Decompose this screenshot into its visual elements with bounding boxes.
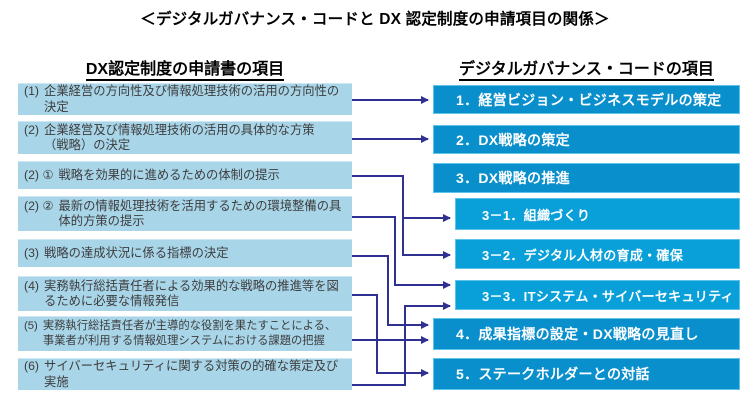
left-item-8-text: サイバーセキュリティに関する対策の的確な策定及び実施 (44, 359, 339, 389)
left-item-2-number: (2) (24, 122, 40, 137)
right-item-3-label: 3．DX戦略の推進 (456, 170, 570, 186)
right-item-3-box: 3．DX戦略の推進 (433, 163, 740, 193)
left-item-6-number: (4) (24, 278, 40, 293)
left-item-8-number: (6) (24, 359, 40, 373)
right-item-3-2-label: 3－2．デジタル人材の育成・確保 (482, 247, 683, 263)
connector-(2)②-to-3-3 (352, 216, 451, 289)
right-item-5-label: 5．ステークホルダーとの対話 (456, 366, 650, 382)
right-item-3-1-box: 3－1．組織づくり (455, 198, 740, 230)
left-item-7-number: (5) (24, 319, 38, 332)
left-item-8-box: (6) サイバーセキュリティに関する対策の的確な策定及び実施 (18, 358, 352, 390)
right-item-3-2-box: 3－2．デジタル人材の育成・確保 (455, 239, 740, 269)
left-item-3-box: (2) ① 戦略を効果的に進めるための体制の提示 (18, 161, 352, 189)
right-item-2-box: 2．DX戦略の策定 (433, 125, 740, 154)
right-column-header: デジタルガバナンス・コードの項目 (433, 55, 740, 81)
left-item-6-text: 実務執行総括責任者による効果的な戦略の推進等を図 るために必要な情報発信 (44, 278, 339, 309)
right-item-3-3-box: 3－3．ITシステム・サイバーセキュリティ (455, 280, 740, 310)
right-item-4-box: 4．成果指標の設定・DX戦略の見直し (433, 318, 740, 350)
left-item-2-box: (2) 企業経営及び情報処理技術の活用の具体的な方策 （戦略）の決定 (18, 121, 352, 154)
left-item-4-text: 最新の情報処理技術を活用するための環境整備の具 体的方策の提示 (58, 198, 342, 229)
right-item-5-box: 5．ステークホルダーとの対話 (433, 358, 740, 390)
connector-(4)-to-5 (352, 294, 429, 377)
left-item-7-box: (5) 実務執行総括責任者が主導的な役割を果たすことによる、 事業者が利用する情報… (18, 316, 352, 351)
left-item-5-box: (3) 戦略の達成状況に係る指標の決定 (18, 239, 352, 267)
diagram-title: ＜デジタルガバナンス・コードと DX 認定制度の申請項目の関係＞ (140, 11, 610, 28)
right-item-1-label: 1．経営ビジョン・ビジネスモデルの策定 (456, 91, 722, 108)
left-item-5-text: 戦略の達成状況に係る指標の決定 (44, 245, 229, 260)
left-item-1-number: (1) (24, 84, 40, 98)
right-item-3-1-label: 3－1．組織づくり (482, 207, 591, 223)
left-item-2-text: 企業経営及び情報処理技術の活用の具体的な方策 （戦略）の決定 (44, 122, 315, 153)
left-item-7-text: 実務執行総括責任者が主導的な役割を果たすことによる、 事業者が利用する情報処理シ… (42, 319, 337, 348)
right-item-3-3-label: 3－3．ITシステム・サイバーセキュリティ (482, 288, 734, 304)
connector-(2)①-to-3-2 (402, 218, 451, 259)
connector-(3)-to-4 (352, 255, 429, 329)
left-column-header: DX認定制度の申請書の項目 (18, 55, 352, 81)
right-item-4-label: 4．成果指標の設定・DX戦略の見直し (456, 326, 699, 342)
left-item-3-number: (2) ① (24, 167, 54, 182)
right-item-1-box: 1．経営ビジョン・ビジネスモデルの策定 (433, 85, 740, 114)
left-item-4-box: (2) ② 最新の情報処理技術を活用するための環境整備の具 体的方策の提示 (18, 196, 352, 231)
left-item-5-number: (3) (24, 245, 40, 260)
left-item-6-box: (4) 実務執行総括責任者による効果的な戦略の推進等を図 るために必要な情報発信 (18, 276, 352, 311)
left-item-1-text: 企業経営の方向性及び情報処理技術の活用の方向性の 決定 (44, 84, 340, 114)
left-item-3-text: 戦略を効果的に進めるための体制の提示 (58, 167, 280, 182)
right-item-2-label: 2．DX戦略の策定 (456, 131, 570, 148)
left-item-4-number: (2) ② (24, 198, 54, 213)
left-item-1-box: (1) 企業経営の方向性及び情報処理技術の活用の方向性の 決定 (18, 83, 352, 115)
